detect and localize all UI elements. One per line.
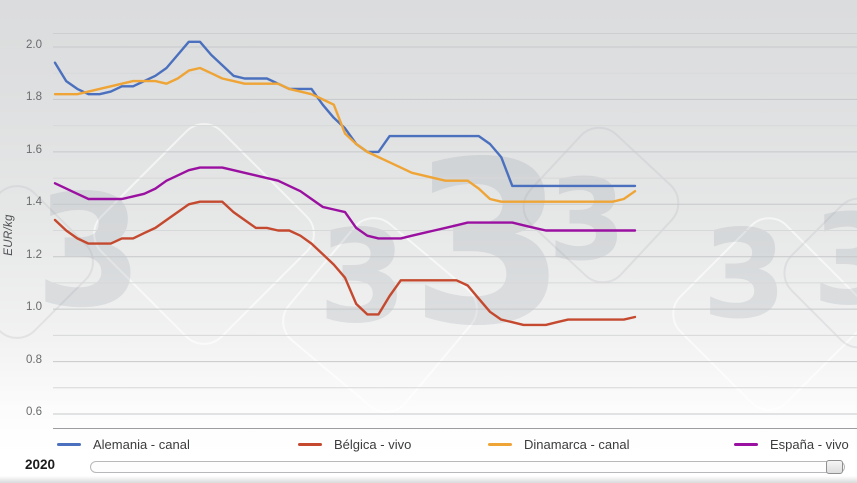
- x-axis-scrollbar-track[interactable]: [90, 460, 845, 474]
- legend-item-3[interactable]: España - vivo: [734, 436, 849, 452]
- chart-plot-area: [53, 33, 857, 429]
- legend-color-line: [734, 442, 758, 446]
- legend-label: Alemania - canal: [93, 436, 190, 452]
- window-bottom-edge: [0, 476, 857, 483]
- y-axis-title: EUR/kg: [3, 214, 15, 256]
- legend-label: Bélgica - vivo: [334, 436, 412, 452]
- y-tick-label: 1.4: [26, 196, 42, 209]
- series-line-3: [53, 166, 637, 240]
- y-tick-label: 0.6: [26, 405, 42, 418]
- y-tick-label: 1.0: [26, 301, 42, 314]
- line-chart: [53, 40, 857, 415]
- x-axis-year-label: 2020: [25, 457, 56, 472]
- y-tick-label: 1.8: [26, 91, 42, 104]
- legend-color-line: [57, 442, 81, 446]
- legend-color-line: [298, 442, 322, 446]
- y-tick-label: 1.6: [26, 143, 42, 156]
- y-tick-label: 0.8: [26, 353, 42, 366]
- legend-item-1[interactable]: Bélgica - vivo: [298, 436, 411, 452]
- legend-color-line: [488, 442, 512, 446]
- y-tick-label: 2.0: [26, 39, 42, 51]
- y-tick-label: 1.2: [26, 248, 42, 261]
- series-line-2: [53, 66, 637, 203]
- legend-item-0[interactable]: Alemania - canal: [57, 436, 190, 452]
- legend-label: Dinamarca - canal: [524, 436, 630, 452]
- legend-label: España - vivo: [770, 436, 849, 452]
- legend-item-2[interactable]: Dinamarca - canal: [488, 436, 630, 452]
- series-line-0: [53, 40, 637, 188]
- series-line-1: [53, 200, 637, 327]
- x-axis-scrollbar-thumb[interactable]: [826, 460, 843, 474]
